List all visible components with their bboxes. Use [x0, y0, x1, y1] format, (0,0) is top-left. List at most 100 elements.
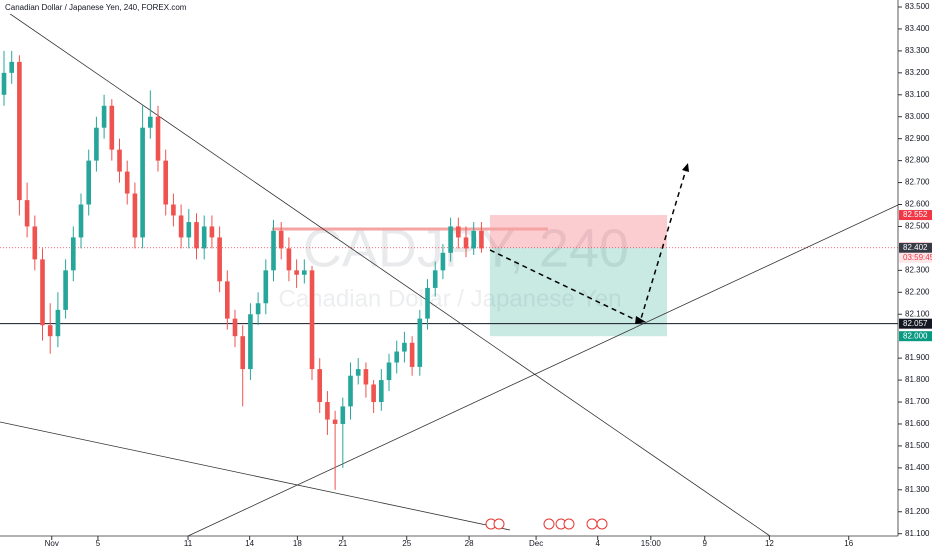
- candle-body: [248, 314, 253, 370]
- trend-line: [187, 204, 899, 537]
- candle-body: [117, 149, 122, 172]
- countdown-bg: [899, 252, 932, 263]
- arrow-head: [635, 316, 646, 324]
- x-tick-label: 5: [96, 539, 101, 548]
- candle-body: [109, 105, 115, 150]
- y-tick-label: 81.300: [905, 485, 930, 494]
- candle-body: [263, 270, 269, 304]
- candle-body: [32, 226, 38, 260]
- candle-body: [409, 342, 415, 367]
- candle-body: [379, 380, 384, 403]
- price-axis: [898, 0, 932, 550]
- x-tick-label: 25: [402, 539, 411, 548]
- candle-body: [294, 270, 299, 275]
- candle-body: [217, 237, 222, 282]
- candle-body: [371, 384, 376, 403]
- candle-body: [70, 237, 76, 271]
- y-tick-label: 83.500: [905, 2, 930, 11]
- trend-line: [0, 421, 511, 531]
- candle-body: [440, 252, 446, 271]
- x-tick-label: 28: [465, 539, 474, 548]
- candle-body: [155, 116, 161, 161]
- price-badge: [899, 331, 932, 342]
- candle-body: [78, 204, 84, 238]
- candle-body: [40, 259, 45, 326]
- x-tick-label: 14: [245, 539, 254, 548]
- y-tick-label: 81.200: [905, 507, 930, 516]
- candle-body: [340, 406, 346, 424]
- candle-body: [463, 237, 469, 249]
- candle-body: [86, 160, 92, 205]
- candle-body: [448, 226, 453, 253]
- candle-body: [55, 309, 61, 337]
- price-badge-label: 82.402: [903, 243, 928, 252]
- candle-body: [317, 369, 323, 403]
- candle-body: [394, 351, 400, 363]
- candle-body: [209, 226, 215, 238]
- trend-line: [0, 6, 771, 537]
- candle-body: [271, 230, 276, 271]
- price-badge-label: 82.552: [903, 210, 928, 219]
- y-tick-label: 81.700: [905, 397, 930, 406]
- countdown: 03:59:45: [903, 253, 932, 262]
- x-tick-label: 12: [765, 539, 774, 548]
- y-tick-label: 82.200: [905, 287, 930, 296]
- price-badge: [899, 318, 932, 329]
- candle-body: [140, 127, 145, 238]
- candle-body: [386, 362, 392, 381]
- y-tick-label: 83.300: [905, 46, 930, 55]
- y-tick-label: 82.700: [905, 178, 930, 187]
- candle-body: [124, 171, 130, 194]
- x-tick-label: 21: [338, 539, 347, 548]
- y-tick-label: 81.500: [905, 441, 930, 450]
- y-tick-label: 81.100: [905, 529, 930, 538]
- candle-body: [255, 303, 261, 315]
- candle-body: [201, 226, 207, 249]
- candle-body: [232, 318, 238, 337]
- y-tick-label: 82.300: [905, 265, 930, 274]
- x-tick-label: Dec: [529, 539, 543, 548]
- price-badge: [899, 242, 932, 253]
- candle-body: [186, 222, 192, 238]
- candle-body: [402, 342, 407, 352]
- candle-body: [47, 325, 53, 337]
- title-bg: [0, 0, 210, 14]
- candle-body: [101, 105, 107, 128]
- y-tick-label: 82.500: [905, 222, 930, 231]
- y-tick-label: 83.200: [905, 68, 930, 77]
- x-tick-label: 4: [595, 539, 600, 548]
- y-tick-label: 82.100: [905, 309, 930, 318]
- candle-body: [479, 230, 484, 249]
- x-tick-label: 11: [184, 539, 193, 548]
- candle-body: [417, 318, 423, 367]
- candle-body: [63, 270, 68, 310]
- x-tick-label: 18: [293, 539, 302, 548]
- x-tick-label: 9: [702, 539, 707, 548]
- candle-body: [240, 336, 246, 370]
- candle-body: [147, 116, 153, 128]
- x-tick-label: Nov: [45, 539, 59, 548]
- candle-body: [278, 230, 284, 249]
- y-tick-label: 81.900: [905, 353, 930, 362]
- candle-body: [309, 270, 315, 370]
- y-tick-label: 82.600: [905, 200, 930, 209]
- y-tick-label: 82.800: [905, 156, 930, 165]
- candle-body: [425, 287, 430, 319]
- candle-body: [363, 369, 369, 385]
- candle-body: [302, 270, 307, 275]
- candle-body: [432, 270, 438, 288]
- candle-body: [94, 127, 99, 161]
- y-tick-label: 83.400: [905, 24, 930, 33]
- candle-body: [163, 160, 169, 205]
- candle-body: [178, 215, 184, 238]
- y-tick-label: 83.000: [905, 112, 930, 121]
- x-tick-label: 16: [844, 539, 853, 548]
- x-tick-label: 15:00: [641, 539, 662, 548]
- y-tick-label: 83.100: [905, 90, 930, 99]
- candle-body: [456, 226, 461, 238]
- candle-body: [471, 230, 477, 249]
- candle-body: [1, 72, 7, 95]
- price-badge-label: 82.057: [903, 319, 928, 328]
- y-tick-label: 81.800: [905, 375, 930, 384]
